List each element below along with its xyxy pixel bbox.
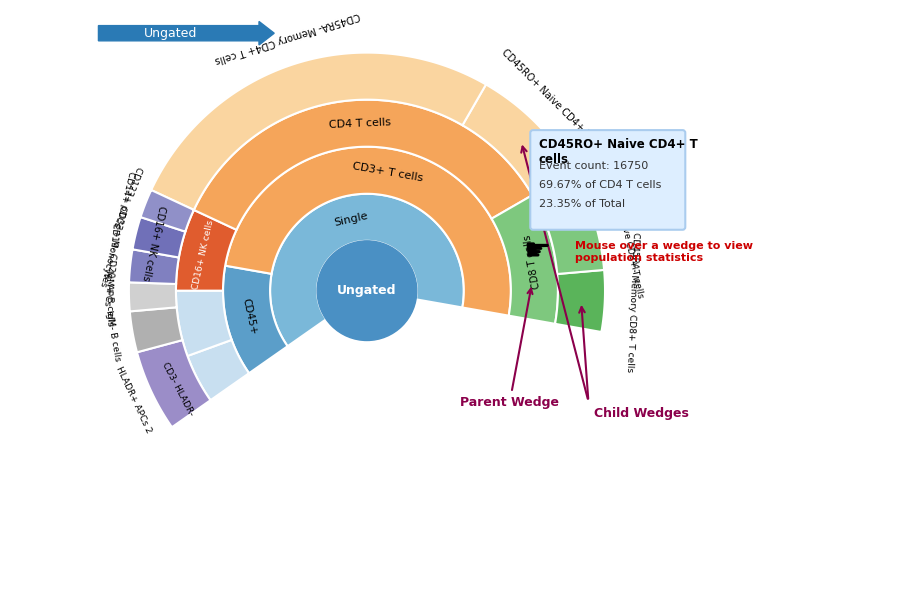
Text: CD45RA- Memory CD8+ T cells: CD45RA- Memory CD8+ T cells (625, 232, 640, 372)
Polygon shape (176, 210, 237, 290)
Text: Ungated: Ungated (144, 27, 197, 40)
Polygon shape (463, 85, 573, 195)
Text: CD16+ NK cells: CD16+ NK cells (192, 219, 215, 290)
Text: Mouse over a wedge to view
population statistics: Mouse over a wedge to view population st… (574, 241, 752, 262)
Text: IgM- B cells: IgM- B cells (104, 309, 122, 362)
Polygon shape (130, 308, 183, 352)
Polygon shape (151, 52, 486, 210)
Polygon shape (187, 340, 249, 400)
Text: CD3+ T cells: CD3+ T cells (352, 161, 424, 183)
Text: CD4 T cells: CD4 T cells (328, 117, 391, 130)
Text: ☛: ☛ (524, 238, 551, 266)
Circle shape (317, 241, 417, 340)
Polygon shape (491, 195, 558, 324)
Polygon shape (129, 283, 176, 311)
Text: Child Wedges: Child Wedges (594, 407, 688, 420)
Text: CD45RA- Memory CD4+ T cells: CD45RA- Memory CD4+ T cells (213, 10, 361, 65)
Text: 69.67% of CD4 T cells: 69.67% of CD4 T cells (538, 180, 661, 190)
Polygon shape (140, 190, 194, 231)
Text: 23.35% of Total: 23.35% of Total (538, 199, 625, 209)
Text: CD45RO+ Naive CD4+ T
cells: CD45RO+ Naive CD4+ T cells (538, 138, 698, 166)
Polygon shape (225, 147, 511, 315)
Text: Ungated: Ungated (338, 284, 397, 297)
Polygon shape (194, 100, 533, 230)
Text: CD16+ NK cells: CD16+ NK cells (140, 205, 166, 282)
Text: CD45+: CD45+ (240, 297, 258, 336)
Text: IgM+ B cells: IgM+ B cells (104, 269, 115, 325)
FancyArrow shape (98, 21, 274, 45)
Polygon shape (555, 270, 605, 332)
Text: HLADR+ APCs 2: HLADR+ APCs 2 (114, 365, 153, 434)
Polygon shape (129, 249, 179, 284)
Polygon shape (132, 217, 185, 258)
Text: CD123+ pDCs: CD123+ pDCs (112, 165, 143, 228)
Text: CD45RO+ Naive CD4+ T cells: CD45RO+ Naive CD4+ T cells (500, 48, 610, 158)
Polygon shape (223, 266, 288, 373)
Polygon shape (137, 340, 211, 427)
Text: Single: Single (333, 211, 369, 228)
Polygon shape (546, 209, 604, 274)
Text: CD8 T cells: CD8 T cells (522, 234, 542, 289)
Text: CD45RA+ Naive CD8+ T cells: CD45RA+ Naive CD8+ T cells (608, 167, 645, 300)
Text: Event count: 16750: Event count: 16750 (538, 161, 648, 171)
Text: CD14+ CD33+ Monocytes: CD14+ CD33+ Monocytes (98, 170, 136, 287)
FancyBboxPatch shape (530, 130, 685, 230)
Polygon shape (533, 172, 590, 225)
Text: CD19- CD20- APCs: CD19- CD20- APCs (102, 222, 120, 306)
Text: CD3- HLADR-: CD3- HLADR- (160, 361, 195, 417)
Polygon shape (270, 194, 464, 347)
Text: Parent Wedge: Parent Wedge (460, 289, 559, 409)
Polygon shape (176, 290, 231, 356)
